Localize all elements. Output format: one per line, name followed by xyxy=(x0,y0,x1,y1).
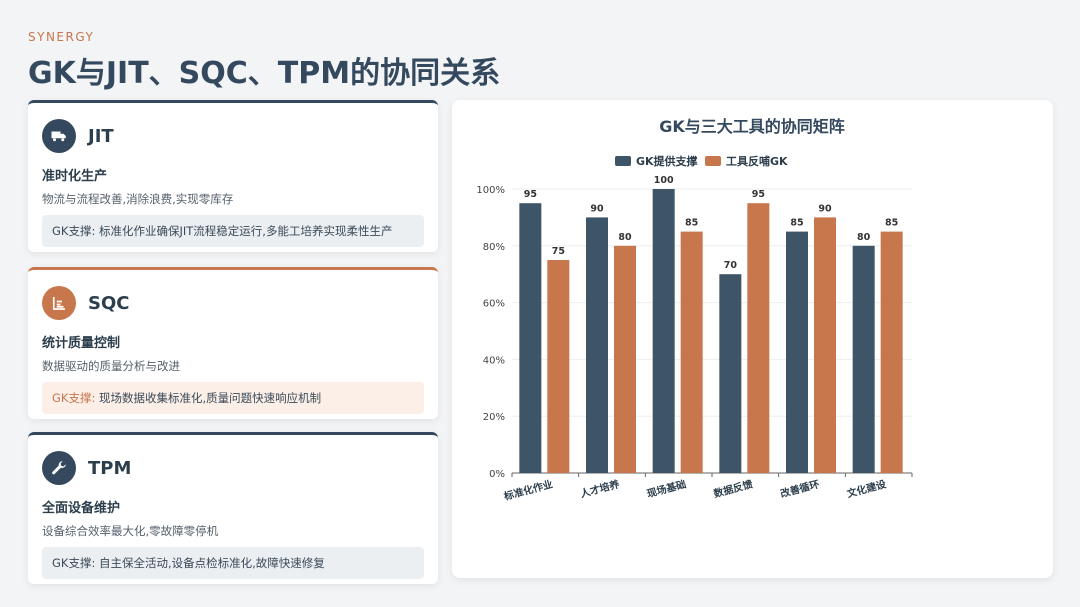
bar-value-label: 80 xyxy=(618,232,632,243)
eyebrow-label: SYNERGY xyxy=(28,30,95,44)
support-lead: GK支撑: xyxy=(52,391,96,405)
support-lead: GK支撑: xyxy=(52,224,96,238)
support-box: GK支撑: 标准化作业确保JIT流程稳定运行,多能工培养实现柔性生产 xyxy=(42,215,424,247)
bar-value-label: 90 xyxy=(590,203,604,214)
bar xyxy=(614,245,636,473)
card-subtitle: 准时化生产 xyxy=(42,169,108,184)
bar xyxy=(814,217,836,473)
x-tick-label: 人才培养 xyxy=(579,477,622,500)
bar xyxy=(680,231,703,473)
y-tick-label: 40% xyxy=(483,355,505,366)
page-title: GK与JIT、SQC、TPM的协同关系 xyxy=(28,56,501,91)
bar-value-label: 95 xyxy=(524,189,537,200)
bar-value-label: 75 xyxy=(552,246,565,257)
chart-icon xyxy=(42,286,76,320)
bar xyxy=(586,217,608,473)
bar xyxy=(747,203,770,473)
card-title: SQC xyxy=(88,292,130,314)
y-tick-label: 60% xyxy=(483,299,505,310)
legend-swatch xyxy=(705,156,721,166)
card-description: 物流与流程改善,消除浪费,实现零库存 xyxy=(42,192,234,206)
support-box: GK支撑: 现场数据收集标准化,质量问题快速响应机制 xyxy=(42,382,424,414)
support-text: 自主保全活动,设备点检标准化,故障快速修复 xyxy=(95,556,325,570)
bar xyxy=(852,245,875,473)
x-tick-label: 改善循环 xyxy=(779,477,821,500)
bar-value-label: 70 xyxy=(724,260,738,271)
card-sqc: SQC 统计质量控制 数据驱动的质量分析与改进 GK支撑: 现场数据收集标准化,… xyxy=(28,267,438,419)
card-header: TPM xyxy=(42,451,131,485)
card-subtitle: 全面设备维护 xyxy=(42,501,121,516)
card-header: SQC xyxy=(42,286,129,320)
y-tick-label: 0% xyxy=(489,469,505,480)
card-subtitle: 统计质量控制 xyxy=(42,336,121,351)
bar xyxy=(547,260,570,473)
card-title: JIT xyxy=(88,125,114,147)
bar xyxy=(652,189,675,473)
support-text: 现场数据收集标准化,质量问题快速响应机制 xyxy=(95,391,322,405)
support-text: 标准化作业确保JIT流程稳定运行,多能工培养实现柔性生产 xyxy=(95,224,393,238)
bar-value-label: 85 xyxy=(885,218,898,229)
card-header: JIT xyxy=(42,119,114,153)
bar-value-label: 85 xyxy=(790,218,803,229)
support-lead: GK支撑: xyxy=(52,556,96,570)
card-description: 设备综合效率最大化,零故障零停机 xyxy=(42,524,219,538)
truck-icon xyxy=(42,119,76,153)
bar xyxy=(786,231,808,473)
card-description: 数据驱动的质量分析与改进 xyxy=(42,359,180,373)
y-tick-label: 80% xyxy=(483,242,505,253)
y-tick-label: 20% xyxy=(483,412,505,423)
x-tick-label: 标准化作业 xyxy=(501,477,554,503)
chart-title: GK与三大工具的协同矩阵 xyxy=(659,117,845,136)
card-jit: JIT 准时化生产 物流与流程改善,消除浪费,实现零库存 GK支撑: 标准化作业… xyxy=(28,100,438,252)
card-title: TPM xyxy=(88,457,132,479)
bar-value-label: 100 xyxy=(654,175,674,186)
x-tick-label: 现场基础 xyxy=(645,477,687,500)
bar-value-label: 80 xyxy=(857,232,871,243)
chart-panel: GK与三大工具的协同矩阵 GK提供支撑 工具反哺GK 0% 20% 40% 60% 80% 10… xyxy=(452,100,1053,578)
support-box: GK支撑: 自主保全活动,设备点检标准化,故障快速修复 xyxy=(42,547,424,579)
x-tick-label: 数据反馈 xyxy=(712,477,754,500)
legend-label: GK提供支撑 xyxy=(636,154,698,168)
bar-value-label: 90 xyxy=(818,203,832,214)
y-tick-label: 100% xyxy=(476,185,505,196)
bar xyxy=(719,274,742,473)
bar xyxy=(519,203,542,473)
wrench-icon xyxy=(42,451,76,485)
bar-chart: GK与三大工具的协同矩阵 GK提供支撑 工具反哺GK 0% 20% 40% 60% 80% 10… xyxy=(476,117,913,503)
x-tick-label: 文化建设 xyxy=(845,477,887,500)
legend-swatch xyxy=(615,156,631,166)
bar xyxy=(880,231,903,473)
legend-label: 工具反哺GK xyxy=(726,154,788,168)
card-tpm: TPM 全面设备维护 设备综合效率最大化,零故障零停机 GK支撑: 自主保全活动… xyxy=(28,432,438,584)
bar-value-label: 85 xyxy=(685,218,698,229)
bar-value-label: 95 xyxy=(752,189,765,200)
